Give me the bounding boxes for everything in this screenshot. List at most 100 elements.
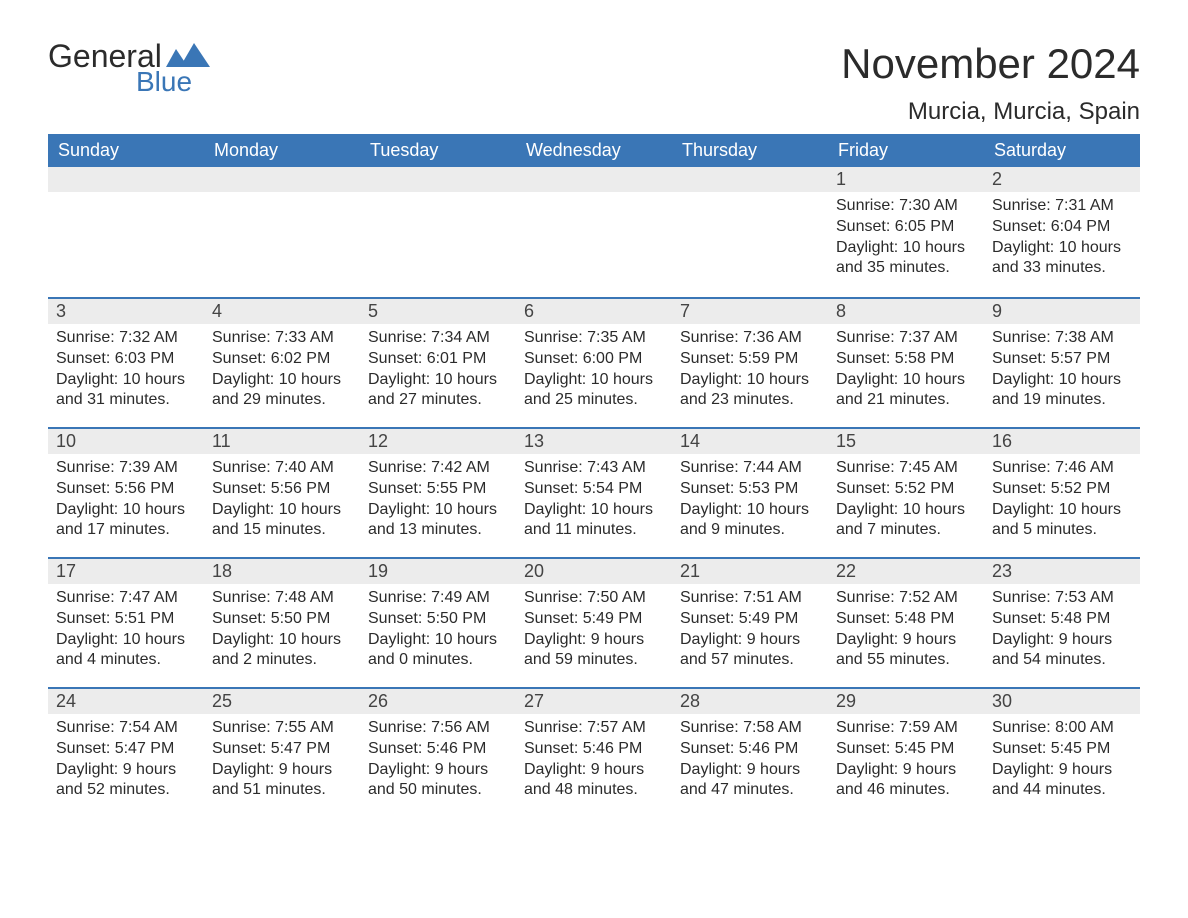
daylight-line1: Daylight: 10 hours xyxy=(992,238,1132,259)
day-number: 26 xyxy=(360,687,516,714)
day-number: 17 xyxy=(48,557,204,584)
daylight-line2: and 59 minutes. xyxy=(524,650,664,671)
daylight-line2: and 9 minutes. xyxy=(680,520,820,541)
sunrise-text: Sunrise: 7:32 AM xyxy=(56,328,196,349)
daylight-line1: Daylight: 10 hours xyxy=(368,630,508,651)
day-content: Sunrise: 7:39 AMSunset: 5:56 PMDaylight:… xyxy=(48,454,204,549)
calendar-cell: 19 Sunrise: 7:49 AMSunset: 5:50 PMDayligh… xyxy=(360,557,516,687)
day-number: 20 xyxy=(516,557,672,584)
daylight-line1: Daylight: 9 hours xyxy=(992,630,1132,651)
day-number: 21 xyxy=(672,557,828,584)
month-title: November 2024 xyxy=(841,40,1140,88)
calendar-cell: 29Sunrise: 7:59 AMSunset: 5:45 PMDayligh… xyxy=(828,687,984,817)
daylight-line2: and 48 minutes. xyxy=(524,780,664,801)
day-number: 19 xyxy=(360,557,516,584)
sunset-text: Sunset: 5:47 PM xyxy=(212,739,352,760)
calendar-cell xyxy=(204,167,360,297)
sunset-text: Sunset: 5:49 PM xyxy=(524,609,664,630)
title-block: November 2024 Murcia, Murcia, Spain xyxy=(841,40,1140,126)
sunset-text: Sunset: 6:02 PM xyxy=(212,349,352,370)
day-number: 15 xyxy=(828,427,984,454)
daylight-line1: Daylight: 10 hours xyxy=(992,370,1132,391)
day-content: Sunrise: 7:47 AMSunset: 5:51 PMDaylight:… xyxy=(48,584,204,679)
day-content: Sunrise: 7:43 AMSunset: 5:54 PMDaylight:… xyxy=(516,454,672,549)
daylight-line1: Daylight: 10 hours xyxy=(212,370,352,391)
day-content: Sunrise: 7:37 AMSunset: 5:58 PMDaylight:… xyxy=(828,324,984,419)
day-number: 23 xyxy=(984,557,1140,584)
calendar-cell: 22Sunrise: 7:52 AMSunset: 5:48 PMDayligh… xyxy=(828,557,984,687)
day-content: Sunrise: 7:44 AMSunset: 5:53 PMDaylight:… xyxy=(672,454,828,549)
sunrise-text: Sunrise: 7:49 AM xyxy=(368,588,508,609)
day-number: 2 xyxy=(984,167,1140,192)
daylight-line2: and 31 minutes. xyxy=(56,390,196,411)
sunrise-text: Sunrise: 7:39 AM xyxy=(56,458,196,479)
calendar-cell: 20Sunrise: 7:50 AMSunset: 5:49 PMDayligh… xyxy=(516,557,672,687)
sunset-text: Sunset: 6:03 PM xyxy=(56,349,196,370)
calendar-body: 1Sunrise: 7:30 AMSunset: 6:05 PMDaylight… xyxy=(48,167,1140,817)
calendar-cell: 5Sunrise: 7:34 AMSunset: 6:01 PMDaylight… xyxy=(360,297,516,427)
day-content: Sunrise: 7:59 AMSunset: 5:45 PMDaylight:… xyxy=(828,714,984,809)
daylight-line1: Daylight: 9 hours xyxy=(836,630,976,651)
day-number: 27 xyxy=(516,687,672,714)
weekday-header: Sunday xyxy=(48,134,204,167)
sunrise-text: Sunrise: 7:50 AM xyxy=(524,588,664,609)
calendar-cell: 13Sunrise: 7:43 AMSunset: 5:54 PMDayligh… xyxy=(516,427,672,557)
sunrise-text: Sunrise: 7:43 AM xyxy=(524,458,664,479)
daylight-line1: Daylight: 10 hours xyxy=(680,500,820,521)
sunset-text: Sunset: 5:56 PM xyxy=(212,479,352,500)
daylight-line1: Daylight: 10 hours xyxy=(524,370,664,391)
day-content: Sunrise: 7:53 AMSunset: 5:48 PMDaylight:… xyxy=(984,584,1140,679)
day-content: Sunrise: 7:33 AMSunset: 6:02 PMDaylight:… xyxy=(204,324,360,419)
day-content: Sunrise: 7:51 AMSunset: 5:49 PMDaylight:… xyxy=(672,584,828,679)
day-number: 28 xyxy=(672,687,828,714)
sunset-text: Sunset: 5:59 PM xyxy=(680,349,820,370)
calendar-cell: 11Sunrise: 7:40 AMSunset: 5:56 PMDayligh… xyxy=(204,427,360,557)
day-content: Sunrise: 7:58 AMSunset: 5:46 PMDaylight:… xyxy=(672,714,828,809)
daylight-line2: and 55 minutes. xyxy=(836,650,976,671)
daylight-line2: and 50 minutes. xyxy=(368,780,508,801)
sunset-text: Sunset: 5:57 PM xyxy=(992,349,1132,370)
daylight-line1: Daylight: 9 hours xyxy=(524,760,664,781)
day-content: Sunrise: 7:42 AMSunset: 5:55 PMDaylight:… xyxy=(360,454,516,549)
daylight-line1: Daylight: 9 hours xyxy=(680,760,820,781)
sunset-text: Sunset: 5:50 PM xyxy=(368,609,508,630)
daylight-line2: and 11 minutes. xyxy=(524,520,664,541)
sunrise-text: Sunrise: 7:55 AM xyxy=(212,718,352,739)
daylight-line2: and 4 minutes. xyxy=(56,650,196,671)
daylight-line1: Daylight: 9 hours xyxy=(212,760,352,781)
sunset-text: Sunset: 5:54 PM xyxy=(524,479,664,500)
sunrise-text: Sunrise: 8:00 AM xyxy=(992,718,1132,739)
day-number: 13 xyxy=(516,427,672,454)
calendar-cell: 2Sunrise: 7:31 AMSunset: 6:04 PMDaylight… xyxy=(984,167,1140,297)
daylight-line1: Daylight: 9 hours xyxy=(368,760,508,781)
day-number: 5 xyxy=(360,297,516,324)
calendar-cell: 27Sunrise: 7:57 AMSunset: 5:46 PMDayligh… xyxy=(516,687,672,817)
daylight-line2: and 13 minutes. xyxy=(368,520,508,541)
sunset-text: Sunset: 5:46 PM xyxy=(368,739,508,760)
daylight-line1: Daylight: 10 hours xyxy=(524,500,664,521)
calendar-head: SundayMondayTuesdayWednesdayThursdayFrid… xyxy=(48,134,1140,167)
daylight-line2: and 54 minutes. xyxy=(992,650,1132,671)
calendar-cell: 12Sunrise: 7:42 AMSunset: 5:55 PMDayligh… xyxy=(360,427,516,557)
calendar-cell xyxy=(48,167,204,297)
sunset-text: Sunset: 5:45 PM xyxy=(836,739,976,760)
daylight-line2: and 5 minutes. xyxy=(992,520,1132,541)
daylight-line2: and 25 minutes. xyxy=(524,390,664,411)
location: Murcia, Murcia, Spain xyxy=(841,98,1140,126)
logo-word2: Blue xyxy=(136,68,210,96)
calendar-cell xyxy=(516,167,672,297)
daylight-line2: and 27 minutes. xyxy=(368,390,508,411)
page-header: General Blue November 2024 Murcia, Murci… xyxy=(48,40,1140,126)
daylight-line1: Daylight: 10 hours xyxy=(212,500,352,521)
daylight-line1: Daylight: 10 hours xyxy=(836,238,976,259)
day-content: Sunrise: 8:00 AMSunset: 5:45 PMDaylight:… xyxy=(984,714,1140,809)
daylight-line1: Daylight: 10 hours xyxy=(836,370,976,391)
sunrise-text: Sunrise: 7:56 AM xyxy=(368,718,508,739)
sunrise-text: Sunrise: 7:52 AM xyxy=(836,588,976,609)
day-content: Sunrise: 7:54 AMSunset: 5:47 PMDaylight:… xyxy=(48,714,204,809)
calendar-cell: 16Sunrise: 7:46 AMSunset: 5:52 PMDayligh… xyxy=(984,427,1140,557)
day-number xyxy=(360,167,516,192)
daylight-line2: and 57 minutes. xyxy=(680,650,820,671)
day-number xyxy=(48,167,204,192)
sunset-text: Sunset: 5:51 PM xyxy=(56,609,196,630)
